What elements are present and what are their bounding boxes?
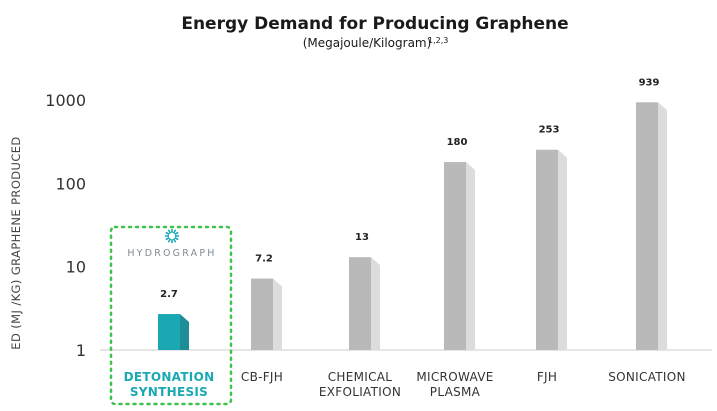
bar-front [636, 102, 658, 351]
category-label: CB-FJH [241, 370, 283, 384]
category-label: SONICATION [608, 370, 686, 384]
value-labels: 2.7 7.2 13 180 253 939 [160, 77, 659, 300]
highlight-dotted-box [109, 225, 233, 406]
bar [158, 314, 189, 350]
value-label: 253 [539, 125, 560, 136]
bar-side [658, 102, 667, 351]
bar-side [466, 162, 475, 350]
y-tick-label: 1000 [45, 91, 86, 110]
category-label: CHEMICAL [328, 370, 393, 384]
value-label: 7.2 [255, 254, 273, 265]
bars [158, 102, 667, 351]
y-tick-label: 10 [66, 258, 86, 277]
bar-front [349, 257, 371, 350]
category-label: DETONATION [124, 370, 215, 384]
bar-front [444, 162, 466, 350]
category-label: SYNTHESIS [130, 385, 208, 399]
y-axis-label: ED (MJ /KG) GRAPHENE PRODUCED [9, 136, 23, 349]
bar-side [180, 314, 189, 350]
bar-side [558, 149, 567, 350]
bar [349, 257, 380, 350]
y-tick-labels: 1 10 100 1000 [45, 91, 86, 360]
chart-subtitle-superscript: 1,2,3 [428, 36, 448, 45]
bar [444, 162, 475, 350]
category-label: EXFOLIATION [319, 385, 401, 399]
bar-front [536, 149, 558, 350]
bar-side [273, 278, 282, 350]
brand-name: HYDROGRAPH [127, 248, 216, 259]
category-label: MICROWAVE [416, 370, 493, 384]
y-tick-label: 100 [55, 174, 86, 193]
bar [251, 278, 282, 350]
bar-front [158, 314, 180, 350]
bar [536, 149, 567, 350]
bar-front [251, 278, 273, 350]
brand-logo-icon [164, 228, 180, 244]
value-label: 939 [639, 77, 660, 88]
category-label: PLASMA [430, 385, 481, 399]
bar-side [371, 257, 380, 350]
category-label: FJH [537, 370, 557, 384]
y-tick-label: 1 [76, 341, 86, 360]
value-label: 2.7 [160, 289, 178, 300]
chart-subtitle: (Megajoule/Kilogram) [303, 36, 432, 50]
chart-title: Energy Demand for Producing Graphene [181, 14, 568, 34]
value-label: 13 [355, 232, 369, 243]
value-label: 180 [447, 137, 468, 148]
bar [636, 102, 667, 351]
